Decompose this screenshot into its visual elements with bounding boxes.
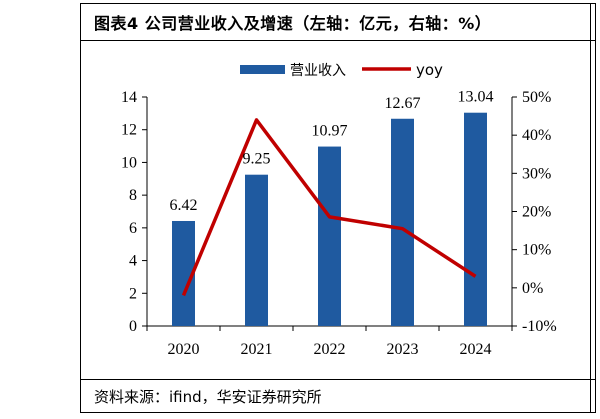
x-axis-tick-label: 2021 xyxy=(241,341,273,358)
right-axis-tick-label: 40% xyxy=(522,127,551,144)
right-axis-tick-label: 50% xyxy=(522,89,551,106)
left-axis-tick-label: 4 xyxy=(129,253,137,270)
bar-series xyxy=(172,112,487,327)
line-series xyxy=(181,118,477,297)
left-axis-tick-label: 6 xyxy=(129,220,137,237)
right-axis-tick-label: 30% xyxy=(522,165,551,182)
legend-bar-swatch xyxy=(240,65,285,74)
source-note: 资料来源：ifind，华安证券研究所 xyxy=(94,388,322,406)
left-axis-tick-label: 10 xyxy=(121,154,137,171)
right-border xyxy=(590,3,591,413)
left-axis-tick-label: 8 xyxy=(129,187,137,204)
legend-bar-label: 营业收入 xyxy=(290,63,346,79)
right-axis-tick-label: -10% xyxy=(522,318,557,335)
bar-2023 xyxy=(391,118,414,326)
figure-title: 图表4 公司营业收入及增速（左轴：亿元，右轴：%） xyxy=(94,14,492,33)
footer-divider xyxy=(80,379,596,380)
left-axis-tick-label: 0 xyxy=(129,318,137,335)
bar-2024 xyxy=(464,112,487,327)
legend: 营业收入 yoy xyxy=(240,61,443,79)
x-axis-tick-label: 2024 xyxy=(460,341,492,358)
right-axis-tick-label: 0% xyxy=(522,280,543,297)
left-axis-tick-label: 2 xyxy=(129,285,137,302)
figure-frame xyxy=(80,3,596,413)
header-divider xyxy=(80,40,596,41)
bar-2021 xyxy=(245,174,268,326)
x-axis-tick-label: 2022 xyxy=(314,341,346,358)
bar-value-label: 12.67 xyxy=(385,95,421,112)
legend-line-label: yoy xyxy=(416,61,443,79)
bar-2022 xyxy=(318,146,341,326)
x-axis-tick-label: 2020 xyxy=(168,341,200,358)
bar-value-label: 9.25 xyxy=(243,151,271,168)
left-axis-tick-label: 12 xyxy=(121,122,137,139)
bar-value-label: 13.04 xyxy=(458,89,494,106)
bar-value-label: 6.42 xyxy=(170,197,198,214)
bar-2020 xyxy=(172,220,195,326)
data-labels: 6.42 9.25 10.97 12.67 13.04 xyxy=(170,89,494,214)
right-axis-tick-label: 10% xyxy=(522,242,551,259)
x-axis-tick-label: 2023 xyxy=(387,341,419,358)
bar-value-label: 10.97 xyxy=(312,123,348,140)
left-axis-tick-label: 14 xyxy=(121,89,137,106)
right-axis-tick-label: 20% xyxy=(522,204,551,221)
